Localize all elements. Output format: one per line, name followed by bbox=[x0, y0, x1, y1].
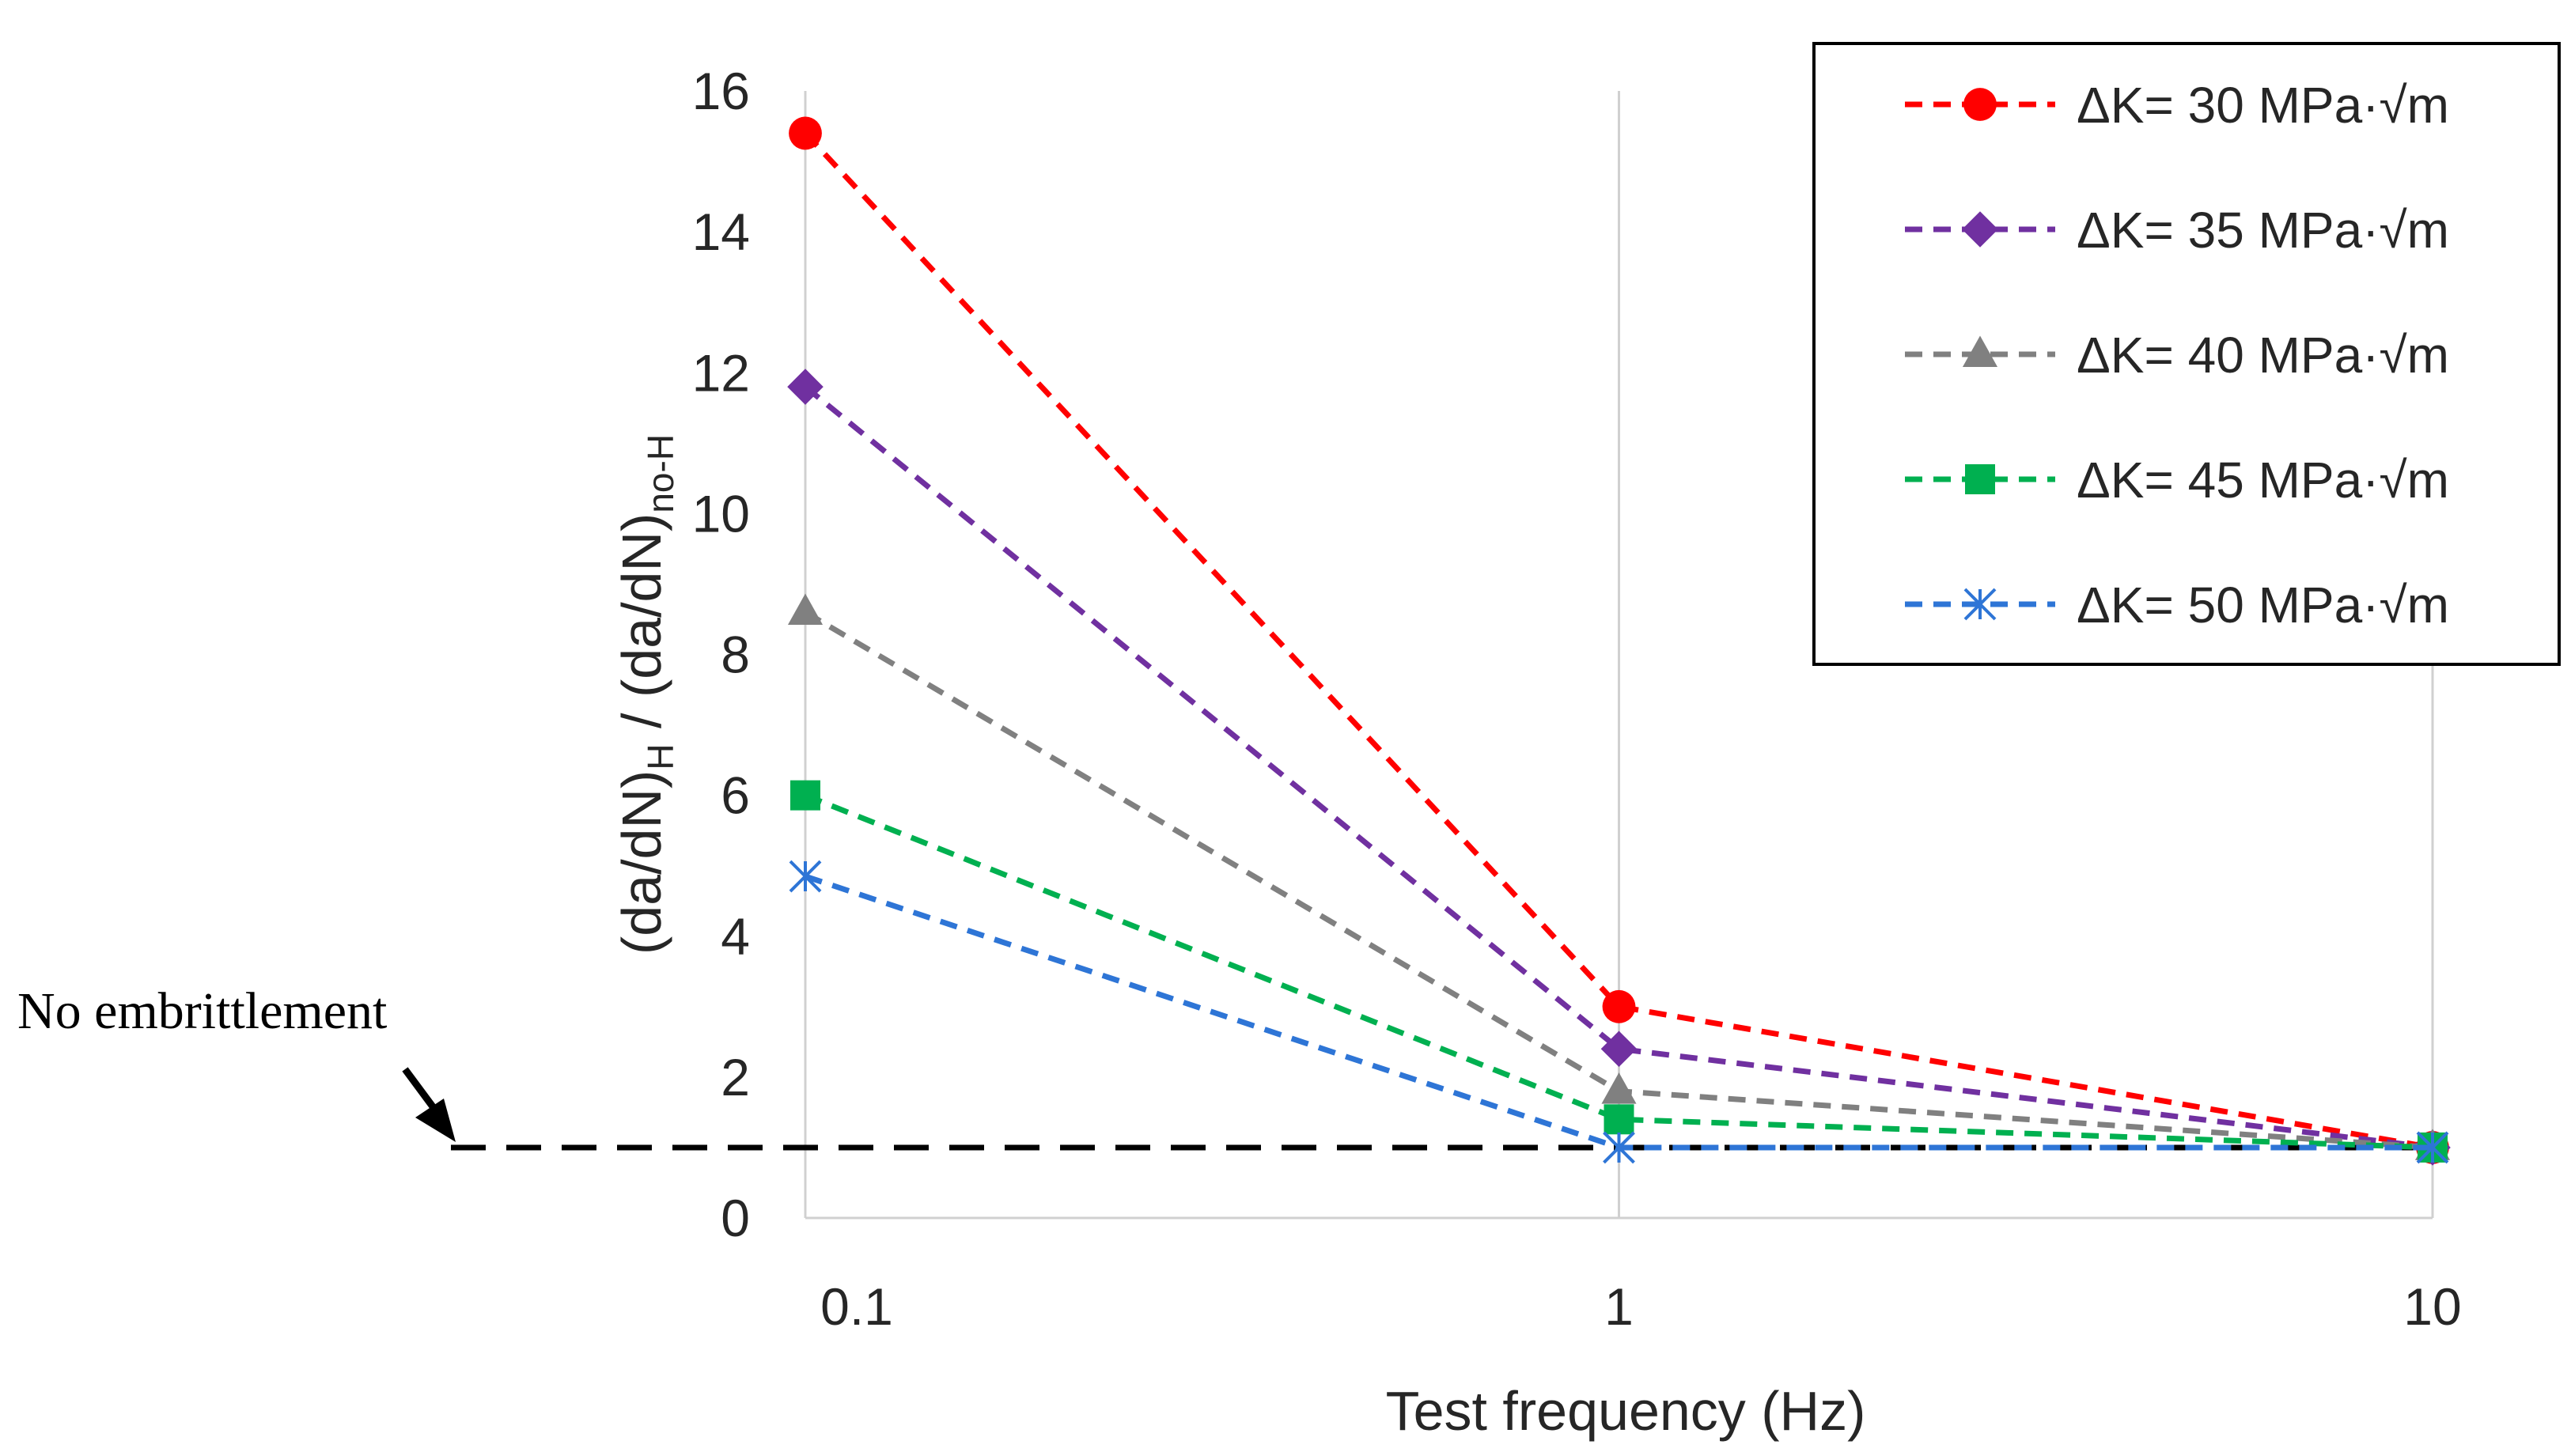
x-tick-label: 10 bbox=[2403, 1277, 2461, 1336]
legend-item-0: ΔK= 30 MPa·√m bbox=[1905, 77, 2449, 134]
legend-label: ΔK= 40 MPa·√m bbox=[2077, 327, 2449, 384]
series-line-1 bbox=[803, 384, 2433, 1151]
legend-item-3: ΔK= 45 MPa·√m bbox=[1905, 452, 2449, 509]
series-layer bbox=[787, 116, 2451, 1166]
data-point-1-0 bbox=[787, 369, 824, 405]
series-4 bbox=[789, 860, 2449, 1164]
y-tick-label: 12 bbox=[692, 343, 750, 402]
series-line-3 bbox=[804, 792, 2433, 1151]
data-point-1-1 bbox=[1600, 1031, 1638, 1068]
y-axis-title: (da/dN)H / (da/dN)no-H bbox=[611, 434, 681, 955]
legend-swatch-marker bbox=[1963, 588, 1997, 621]
reference-layer: No embrittlement bbox=[17, 982, 2437, 1151]
legend-item-1: ΔK= 35 MPa·√m bbox=[1905, 202, 2449, 259]
data-point-2-1 bbox=[1601, 1072, 1637, 1104]
y-tick-label: 8 bbox=[721, 626, 750, 684]
series-line-0 bbox=[803, 131, 2433, 1151]
annotation-arrow-shaft bbox=[402, 1067, 440, 1114]
legend-swatch-marker bbox=[1963, 88, 1997, 121]
data-point-4-2 bbox=[2416, 1131, 2449, 1164]
y-tick-label: 6 bbox=[721, 766, 750, 825]
data-point-0-0 bbox=[789, 116, 822, 150]
y-axis-title-part: / (da/dN) bbox=[611, 513, 672, 744]
data-point-4-0 bbox=[789, 860, 822, 893]
y-axis-title-subscript: no-H bbox=[640, 434, 681, 513]
y-tick-label: 0 bbox=[721, 1189, 750, 1247]
y-tick-label: 14 bbox=[692, 202, 750, 261]
y-axis-title-subscript: H bbox=[640, 743, 681, 770]
y-tick-label: 16 bbox=[692, 62, 750, 120]
no-embrittlement-label: No embrittlement bbox=[17, 982, 387, 1040]
data-point-4-1 bbox=[1603, 1131, 1635, 1164]
legend-swatch-marker bbox=[1962, 335, 1998, 367]
legend-swatch-marker bbox=[1962, 211, 1998, 248]
data-point-2-0 bbox=[787, 593, 824, 626]
y-axis-title-part: (da/dN) bbox=[611, 770, 672, 955]
data-point-3-0 bbox=[790, 780, 820, 811]
legend-label: ΔK= 45 MPa·√m bbox=[2077, 452, 2449, 509]
legend-item-2: ΔK= 40 MPa·√m bbox=[1905, 327, 2449, 384]
x-axis-title: Test frequency (Hz) bbox=[1386, 1380, 1866, 1442]
y-tick-label: 2 bbox=[721, 1048, 750, 1106]
axis-layer: 0 2 4 6 8 10 12 14 16 0.1 1 10 Test frequency (Hz) (d… bbox=[611, 62, 2462, 1442]
legend-swatch-marker bbox=[1965, 464, 1995, 494]
annotation-arrow-head bbox=[415, 1099, 456, 1142]
legend-label: ΔK= 30 MPa·√m bbox=[2077, 77, 2449, 134]
legend-label: ΔK= 50 MPa·√m bbox=[2077, 577, 2449, 633]
legend-label: ΔK= 35 MPa·√m bbox=[2077, 202, 2449, 259]
x-tick-label: 0.1 bbox=[820, 1277, 893, 1336]
legend-item-4: ΔK= 50 MPa·√m bbox=[1905, 577, 2449, 633]
x-tick-label: 1 bbox=[1604, 1277, 1634, 1336]
y-tick-label: 4 bbox=[721, 907, 750, 966]
legend: ΔK= 30 MPa·√m ΔK= 35 MPa·√m ΔK= 40 MPa·√m Δ… bbox=[1812, 42, 2561, 666]
y-tick-label: 10 bbox=[692, 484, 750, 543]
data-point-0-1 bbox=[1602, 989, 1636, 1023]
data-point-3-1 bbox=[1604, 1104, 1634, 1135]
